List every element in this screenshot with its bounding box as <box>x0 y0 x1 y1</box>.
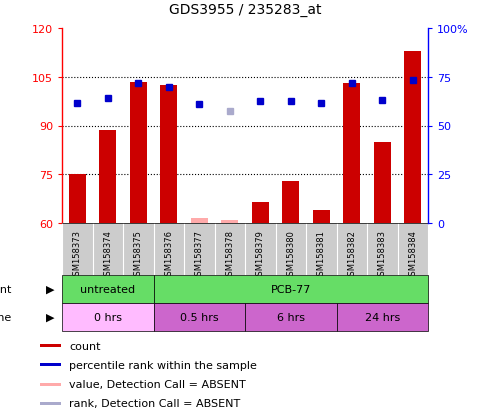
Text: GSM158380: GSM158380 <box>286 230 295 280</box>
Bar <box>245 303 337 331</box>
Bar <box>99 131 116 223</box>
Text: GSM158383: GSM158383 <box>378 230 387 280</box>
Bar <box>130 83 147 223</box>
Bar <box>40 382 61 386</box>
Text: GSM158373: GSM158373 <box>73 230 82 280</box>
Text: 0 hrs: 0 hrs <box>94 312 122 322</box>
Text: GSM158376: GSM158376 <box>164 230 173 280</box>
Text: ▶: ▶ <box>46 284 54 294</box>
Bar <box>160 85 177 223</box>
Text: 0.5 hrs: 0.5 hrs <box>180 312 219 322</box>
Text: GSM158381: GSM158381 <box>317 230 326 280</box>
Text: GDS3955 / 235283_at: GDS3955 / 235283_at <box>169 3 321 17</box>
Bar <box>191 218 208 223</box>
Bar <box>252 202 269 223</box>
Bar <box>154 275 428 303</box>
Bar <box>221 220 238 223</box>
Text: rank, Detection Call = ABSENT: rank, Detection Call = ABSENT <box>70 398 241 408</box>
Text: untreated: untreated <box>80 284 135 294</box>
Text: GSM158384: GSM158384 <box>408 230 417 280</box>
Bar <box>374 142 391 223</box>
Text: GSM158379: GSM158379 <box>256 230 265 280</box>
Text: GSM158374: GSM158374 <box>103 230 112 280</box>
Text: time: time <box>0 312 12 322</box>
Text: GSM158382: GSM158382 <box>347 230 356 280</box>
Bar <box>283 181 299 223</box>
Text: GSM158377: GSM158377 <box>195 230 204 280</box>
Text: value, Detection Call = ABSENT: value, Detection Call = ABSENT <box>70 379 246 389</box>
Bar <box>40 344 61 347</box>
Bar <box>404 52 421 223</box>
Text: GSM158378: GSM158378 <box>225 230 234 280</box>
Text: PCB-77: PCB-77 <box>270 284 311 294</box>
Text: percentile rank within the sample: percentile rank within the sample <box>70 360 257 370</box>
Text: ▶: ▶ <box>46 312 54 322</box>
Bar <box>313 211 329 223</box>
Bar <box>62 275 154 303</box>
Bar <box>337 303 428 331</box>
Text: agent: agent <box>0 284 12 294</box>
Bar <box>154 303 245 331</box>
Text: GSM158375: GSM158375 <box>134 230 143 280</box>
Text: count: count <box>70 341 101 351</box>
Text: 24 hrs: 24 hrs <box>365 312 400 322</box>
Bar <box>40 363 61 366</box>
Bar <box>40 402 61 405</box>
Bar <box>62 303 154 331</box>
Bar <box>343 84 360 223</box>
Text: 6 hrs: 6 hrs <box>277 312 305 322</box>
Bar <box>69 175 85 223</box>
